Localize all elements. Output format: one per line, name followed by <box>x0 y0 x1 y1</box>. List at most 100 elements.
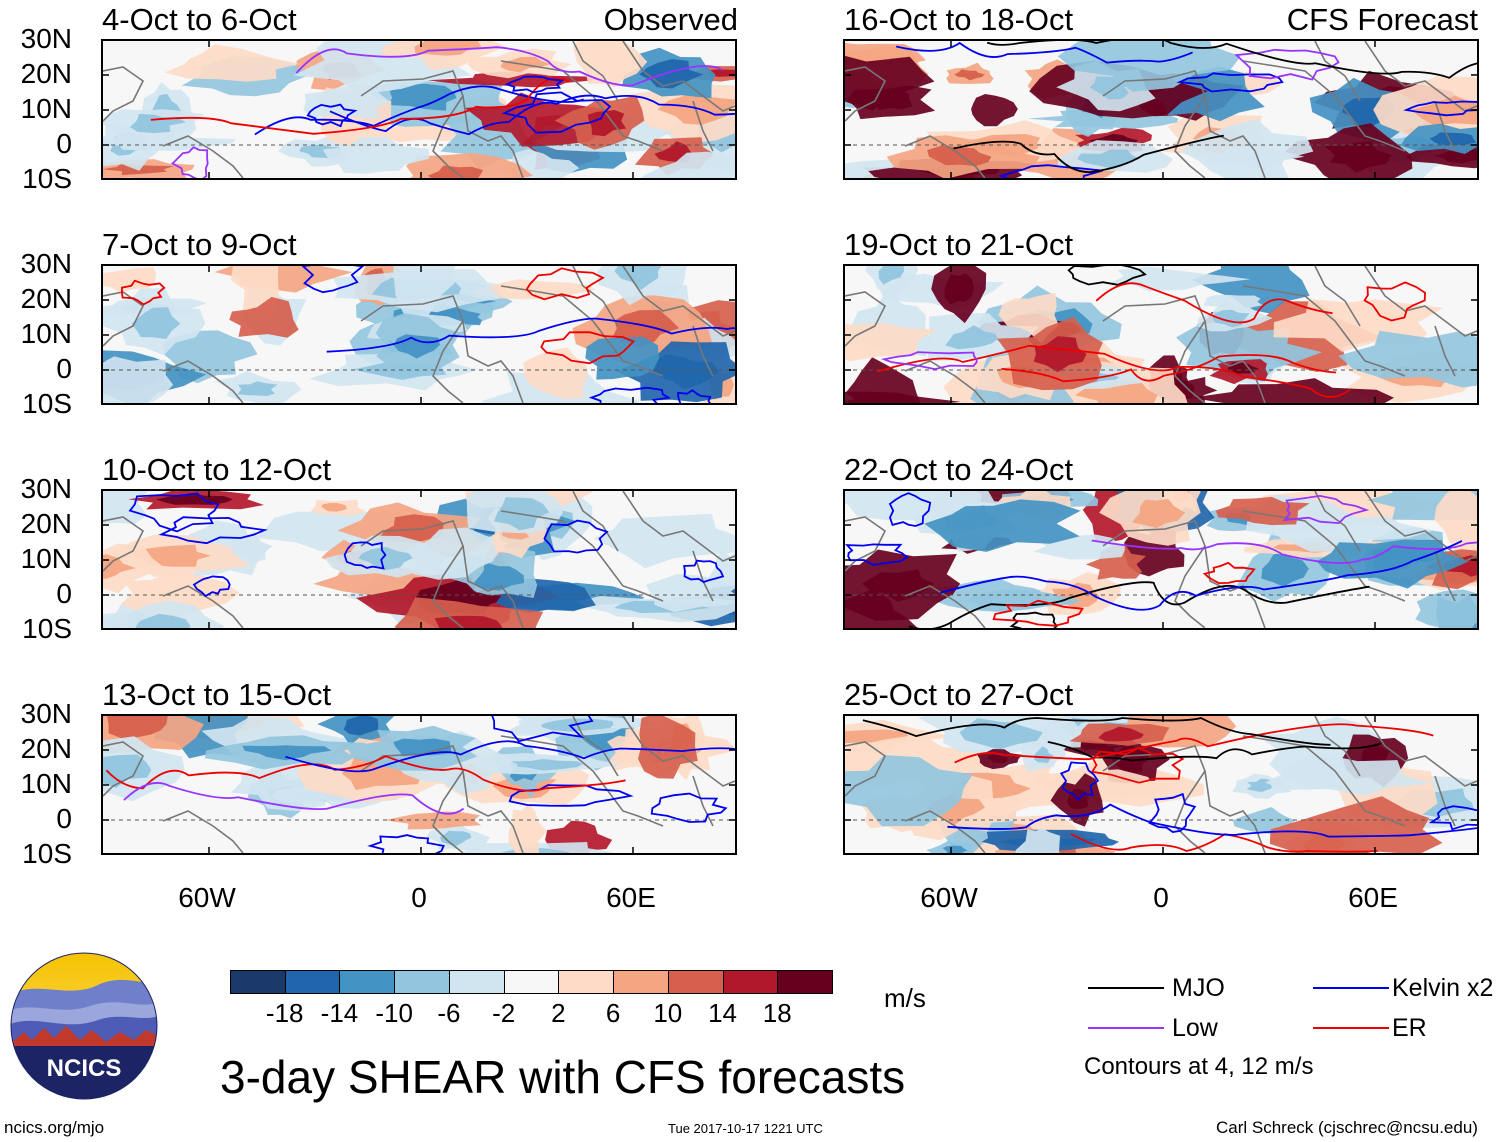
coastline <box>1364 266 1477 337</box>
wave-contour <box>1148 792 1197 833</box>
shear-anomaly-shade <box>464 92 606 147</box>
observed-column-label: Observed <box>603 2 738 37</box>
shear-anomaly-core <box>862 569 934 602</box>
shear-anomaly-core <box>945 325 998 350</box>
coastline <box>1102 745 1266 853</box>
panel-title-left-1: 4-Oct to 6-Oct <box>102 2 297 37</box>
coastline <box>622 266 735 337</box>
coastline <box>904 585 986 628</box>
map-panel-forecast-2 <box>843 264 1479 405</box>
wave-contour <box>1059 761 1100 802</box>
coastline <box>162 360 244 403</box>
shear-map <box>845 41 1477 178</box>
colorbar-segment <box>558 970 615 994</box>
colorbar-tick-label: -2 <box>492 998 516 1028</box>
shear-anomaly-shade <box>845 589 918 628</box>
shear-anomaly-shade <box>638 716 698 779</box>
wave-contour <box>306 103 358 128</box>
coastline <box>1174 95 1206 178</box>
lat-label: 30N <box>20 248 72 279</box>
shear-anomaly-core <box>1442 555 1477 577</box>
coastline <box>360 520 524 628</box>
shear-anomaly-core <box>1033 336 1087 372</box>
coastline <box>500 510 664 602</box>
map-panel-observed-1 <box>101 39 737 180</box>
coastline <box>1174 320 1206 403</box>
shear-anomaly-shade <box>642 151 735 178</box>
lon-label-60w-left: 60W <box>178 882 236 913</box>
coastline <box>1102 295 1266 403</box>
shear-anomaly-core <box>242 745 332 761</box>
shear-anomaly-core <box>1411 95 1477 126</box>
panel-title-right-4: 25-Oct to 27-Oct <box>844 677 1074 712</box>
lat-label: 10N <box>20 543 72 574</box>
lon-label-60e-left: 60E <box>606 882 656 913</box>
coastline <box>1242 510 1406 602</box>
coastline <box>360 70 524 178</box>
colorbar-tick-label: 2 <box>551 998 566 1028</box>
lat-label: 10S <box>22 163 72 194</box>
coastline <box>1314 41 1361 102</box>
shear-anomaly-shade <box>1415 589 1477 628</box>
coastline <box>1242 60 1406 152</box>
shear-map <box>103 41 735 178</box>
colorbar-segment <box>448 970 505 994</box>
colorbar-tick-label: -14 <box>320 998 359 1028</box>
shear-anomaly-core <box>1429 132 1477 145</box>
coastline <box>103 291 145 347</box>
shear-anomaly-shade <box>230 531 273 563</box>
coastline <box>432 770 464 853</box>
wave-contour <box>908 581 1370 628</box>
shear-map <box>845 491 1477 628</box>
shear-anomaly-shade <box>585 336 660 380</box>
shear-anomaly-core <box>587 110 626 137</box>
wave-contour <box>986 41 1477 79</box>
wave-contour <box>1176 72 1284 93</box>
wave-contour <box>992 599 1084 627</box>
coastline <box>360 745 524 853</box>
wave-contour <box>895 41 1193 64</box>
lat-label: 30N <box>20 473 72 504</box>
map-panel-observed-4 <box>101 714 737 855</box>
shear-anomaly-core <box>343 716 379 736</box>
wave-contour <box>940 540 1463 611</box>
coastline <box>572 716 619 777</box>
shear-anomaly-shade <box>322 137 430 174</box>
map-panel-forecast-4 <box>843 714 1479 855</box>
cfs-forecast-column-label: CFS Forecast <box>1286 2 1478 37</box>
coastline <box>622 41 735 112</box>
lat-label: 30N <box>20 698 72 729</box>
legend-label-low: Low <box>1172 1014 1218 1042</box>
wave-contour <box>540 331 636 365</box>
shear-anomaly-shade <box>845 491 982 521</box>
shear-map <box>103 491 735 628</box>
coastline <box>103 66 145 122</box>
map-panel-observed-3 <box>101 489 737 630</box>
shear-anomaly-shade <box>1202 294 1263 311</box>
wave-contour <box>1428 805 1477 831</box>
wave-contour <box>953 134 1224 174</box>
wave-contour <box>171 146 209 178</box>
map-panel-forecast-3 <box>843 489 1479 630</box>
shear-anomaly-core <box>414 41 482 56</box>
lat-label: 20N <box>20 283 72 314</box>
shear-anomaly-shade <box>229 296 299 338</box>
wave-contour <box>683 559 725 583</box>
colorbar-segment <box>777 970 833 994</box>
coastline <box>1102 70 1266 178</box>
colorbar-tick-label: 6 <box>605 998 621 1028</box>
wave-contour <box>1403 100 1477 117</box>
colorbar-tick-label: 18 <box>762 998 792 1028</box>
coastline <box>162 585 244 628</box>
wave-contour <box>543 519 609 554</box>
legend-label-kelvin: Kelvin x2 <box>1392 974 1494 1002</box>
panel-title-right-2: 19-Oct to 21-Oct <box>844 227 1074 262</box>
shear-anomaly-shade <box>924 499 1081 552</box>
wave-contour <box>192 575 231 598</box>
footer-timestamp: Tue 2017-10-17 1221 UTC <box>668 1121 823 1136</box>
shear-anomaly-shade <box>1057 41 1241 92</box>
wave-contour <box>120 279 166 306</box>
lat-label: 0 <box>56 128 72 159</box>
coastline <box>432 320 464 403</box>
wave-contour <box>295 46 723 87</box>
